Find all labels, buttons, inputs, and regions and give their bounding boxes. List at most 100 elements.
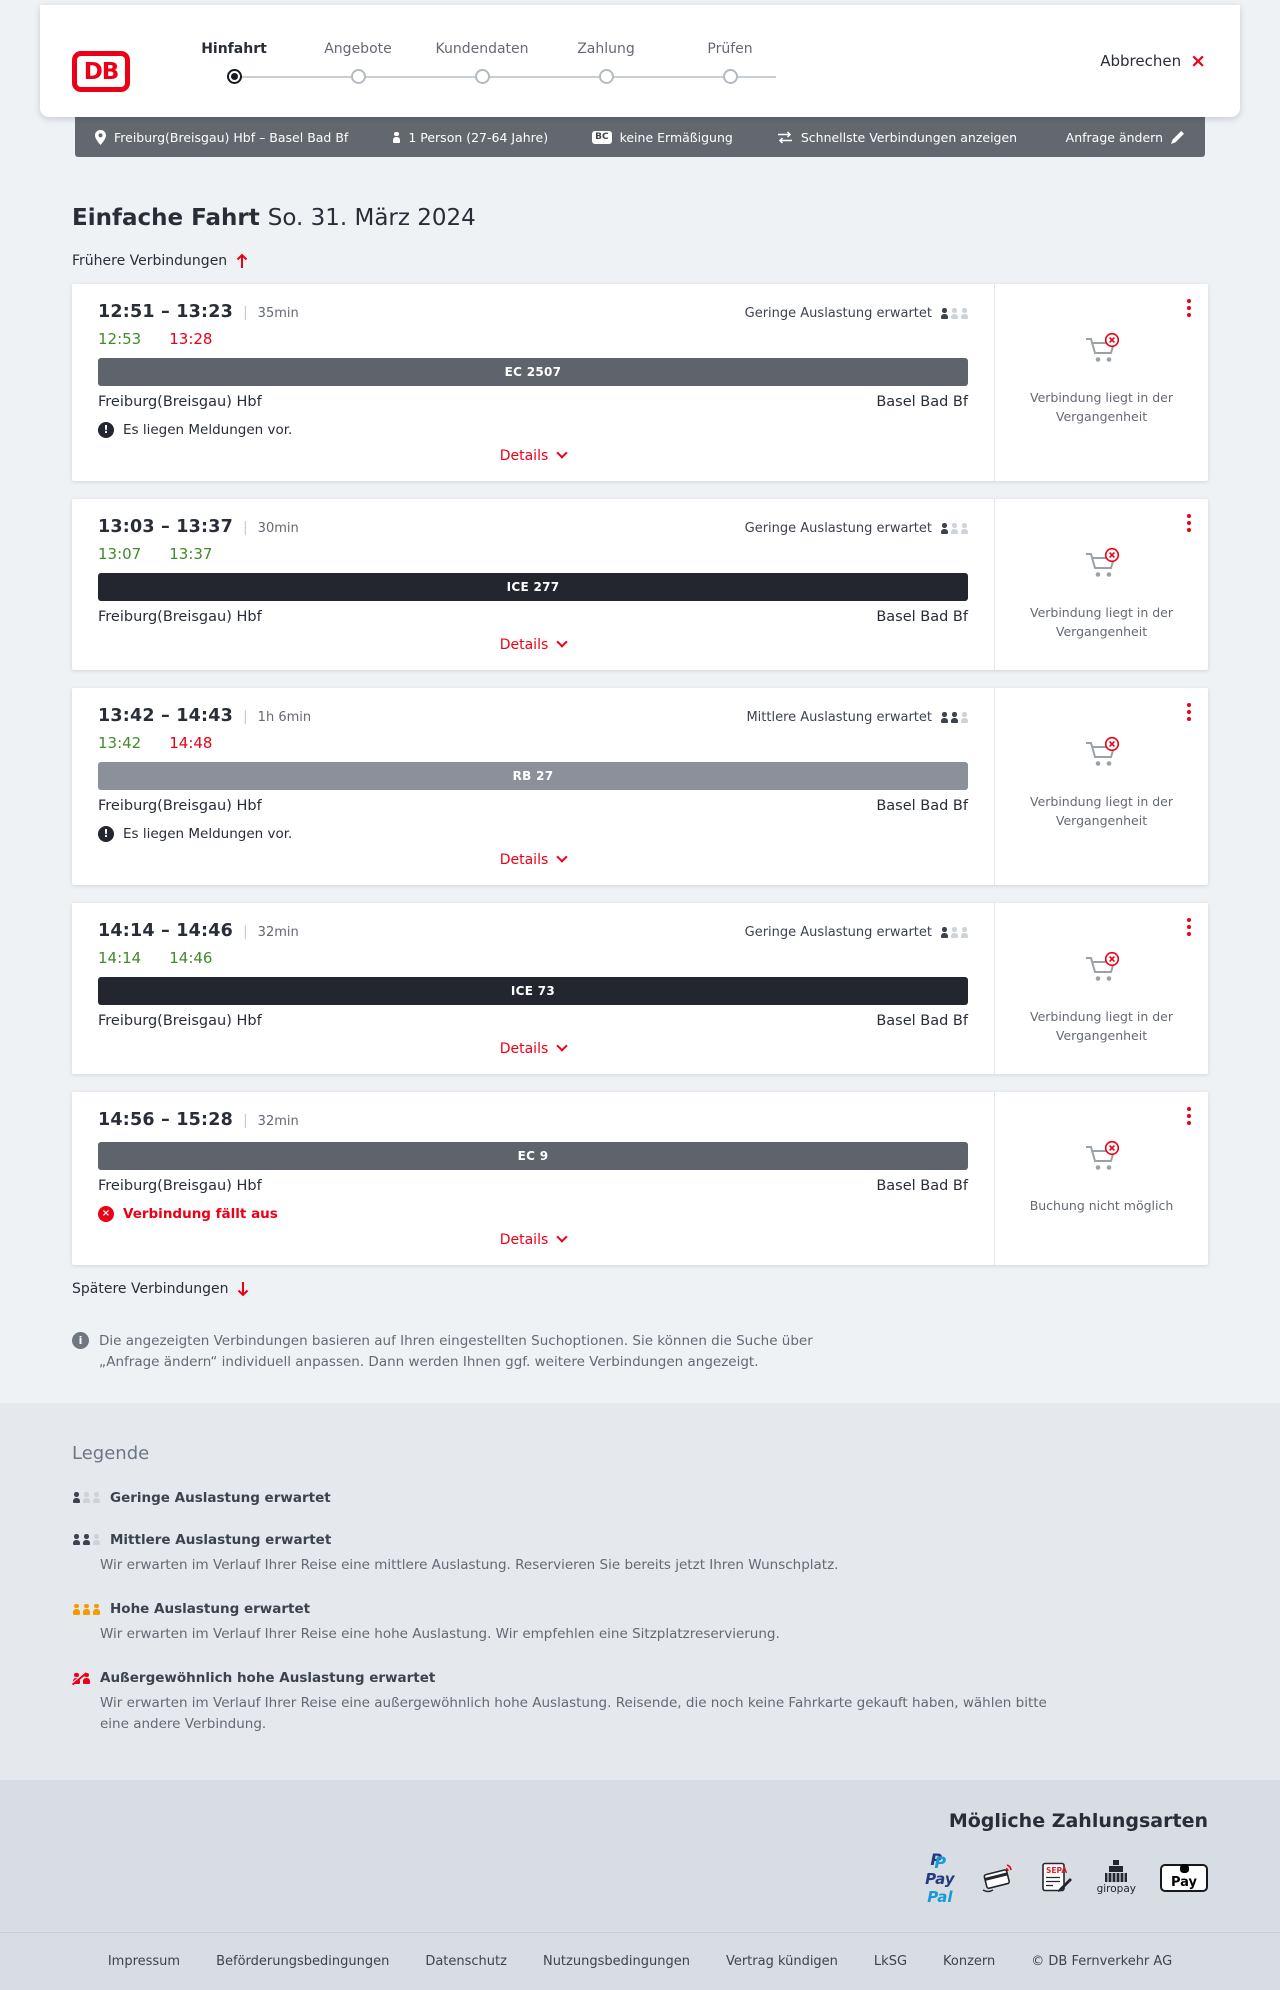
booking-panel: Verbindung liegt in der Vergangenheit (994, 499, 1208, 670)
step-dot-icon (350, 69, 366, 84)
messages-notice: ! Es liegen Meldungen vor. (98, 421, 968, 438)
later-connections-label: Spätere Verbindungen (72, 1281, 229, 1297)
booking-status-text: Buchung nicht möglich (1029, 1198, 1174, 1213)
apple-logo-icon (1179, 1864, 1189, 1873)
connection-main: 13:42 – 14:43 | 1h 6min Mittlere Auslast… (72, 688, 994, 885)
legend-item-label: Mittlere Auslastung erwartet (110, 1531, 332, 1548)
footer-link-nutzungsbedingungen[interactable]: Nutzungsbedingungen (542, 1953, 690, 1969)
footer-link-datenschutz[interactable]: Datenschutz (425, 1953, 507, 1969)
details-button[interactable]: Details (98, 851, 968, 868)
departure-station: Freiburg(Breisgau) Hbf (98, 1013, 262, 1029)
swap-arrows-icon (777, 130, 792, 144)
occupancy-label: Geringe Auslastung erwartet (744, 925, 932, 940)
occupancy: Mittlere Auslastung erwartet (746, 710, 968, 725)
booking-panel: Verbindung liegt in der Vergangenheit (994, 903, 1208, 1074)
footer-link-vertrag-kuendigen[interactable]: Vertrag kündigen (725, 1953, 838, 1969)
train-label-bar[interactable]: ICE 73 (98, 977, 968, 1005)
details-label: Details (499, 1232, 549, 1248)
train-number: EC 2507 (504, 365, 562, 379)
legend-item-description: Wir erwarten im Verlauf Ihrer Reise eine… (100, 1626, 780, 1643)
details-button[interactable]: Details (98, 447, 968, 464)
giropay-icon: giropay (1097, 1860, 1136, 1895)
messages-notice-text: Es liegen Meldungen vor. (123, 421, 293, 438)
details-button[interactable]: Details (98, 1040, 968, 1057)
departure-station: Freiburg(Breisgau) Hbf (98, 609, 262, 625)
more-options-button[interactable] (1182, 294, 1196, 322)
step-zahlung[interactable]: Zahlung (544, 41, 668, 87)
warning-icon: ! (98, 421, 114, 438)
discount-text: keine Ermäßigung (619, 129, 733, 145)
more-options-button[interactable] (1182, 509, 1196, 537)
bahncard-icon: BC (592, 130, 612, 144)
chevron-down-icon (556, 447, 568, 459)
details-button[interactable]: Details (98, 1231, 968, 1248)
route-summary: Freiburg(Breisgau) Hbf – Basel Bad Bf (95, 129, 348, 145)
footer-link-lksg[interactable]: LkSG (873, 1953, 908, 1969)
departure-station: Freiburg(Breisgau) Hbf (98, 798, 262, 814)
train-label-bar[interactable]: EC 9 (98, 1142, 968, 1170)
step-pruefen[interactable]: Prüfen (668, 41, 792, 87)
step-kundendaten[interactable]: Kundendaten (420, 41, 544, 87)
footer-link-impressum[interactable]: Impressum (107, 1953, 181, 1969)
details-button[interactable]: Details (98, 636, 968, 653)
step-track-line (234, 76, 776, 78)
progress-steps: Hinfahrt Angebote Kundendaten Zahlung Pr… (172, 41, 792, 87)
legend-item-high: Hohe Auslastung erwartet (72, 1601, 1208, 1617)
legend-item-label: Geringe Auslastung erwartet (110, 1489, 331, 1506)
footer-link-konzern[interactable]: Konzern (943, 1953, 996, 1969)
train-label-bar[interactable]: ICE 277 (98, 573, 968, 601)
sepa-direct-debit-icon: SEPA (1039, 1862, 1073, 1894)
payments-title: Mögliche Zahlungsarten (948, 1809, 1208, 1832)
connection-main: 13:03 – 13:37 | 30min Geringe Auslastung… (72, 499, 994, 670)
train-number: ICE 277 (506, 580, 560, 594)
train-label-bar[interactable]: EC 2507 (98, 358, 968, 386)
booking-panel: Buchung nicht möglich (994, 1092, 1208, 1265)
chevron-down-icon (556, 636, 568, 648)
occupancy-low-icon (72, 1492, 100, 1504)
arrival-station: Basel Bad Bf (876, 394, 968, 410)
step-dot-icon (722, 69, 738, 84)
connection-card: 12:51 – 13:23 | 35min Geringe Auslastung… (72, 284, 1208, 481)
step-dot-active-icon (226, 69, 242, 84)
copyright: © DB Fernverkehr AG (1031, 1953, 1173, 1969)
arrival-station: Basel Bad Bf (876, 609, 968, 625)
step-hinfahrt[interactable]: Hinfahrt (172, 41, 296, 87)
cancel-button[interactable]: Abbrechen × (1100, 51, 1206, 71)
arrival-station: Basel Bad Bf (876, 798, 968, 814)
legend-title: Legende (72, 1442, 150, 1464)
discount-summary: BC keine Ermäßigung (592, 130, 733, 145)
later-connections-button[interactable]: Spätere Verbindungen (72, 1281, 249, 1297)
duration: 1h 6min (257, 710, 312, 725)
occupancy-low-icon (940, 308, 968, 319)
occupancy-medium-icon (72, 1534, 100, 1546)
legend-item-description: Wir erwarten im Verlauf Ihrer Reise eine… (100, 1695, 1047, 1732)
more-options-button[interactable] (1182, 1102, 1196, 1130)
actual-departure: 14:14 (98, 949, 142, 967)
occupancy-label: Geringe Auslastung erwartet (744, 306, 932, 321)
connection-main: 14:56 – 15:28 | 32min EC 9 Freiburg(Brei… (72, 1092, 994, 1265)
duration: 32min (257, 925, 299, 940)
cancellation-notice: × Verbindung fällt aus (98, 1205, 968, 1222)
occupancy: Geringe Auslastung erwartet (745, 521, 968, 536)
passengers-text: 1 Person (27-64 Jahre) (408, 129, 549, 145)
duration: 32min (257, 1114, 299, 1129)
credit-card-icon (979, 1863, 1015, 1893)
messages-notice-text: Es liegen Meldungen vor. (123, 825, 293, 842)
step-angebote[interactable]: Angebote (296, 41, 420, 87)
time-range: 14:14 – 14:46 (98, 921, 233, 941)
more-options-button[interactable] (1182, 913, 1196, 941)
person-icon (392, 131, 400, 143)
page-title: Einfache Fahrt So. 31. März 2024 (72, 205, 1208, 231)
earlier-connections-button[interactable]: Frühere Verbindungen (72, 253, 248, 269)
booking-panel: Verbindung liegt in der Vergangenheit (994, 688, 1208, 885)
footer-link-befoerderungsbedingungen[interactable]: Beförderungsbedingungen (216, 1953, 390, 1969)
edit-request-button[interactable]: Anfrage ändern (1066, 130, 1185, 145)
db-logo[interactable]: DB (72, 51, 130, 92)
sort-text: Schnellste Verbindungen anzeigen (800, 129, 1018, 145)
train-label-bar[interactable]: RB 27 (98, 762, 968, 790)
step-label: Angebote (324, 41, 392, 57)
legend-section: Legende Geringe Auslastung erwartet Mitt… (0, 1402, 1280, 1780)
search-options-info: i Die angezeigten Verbindungen basieren … (72, 1331, 1208, 1373)
more-options-button[interactable] (1182, 698, 1196, 726)
